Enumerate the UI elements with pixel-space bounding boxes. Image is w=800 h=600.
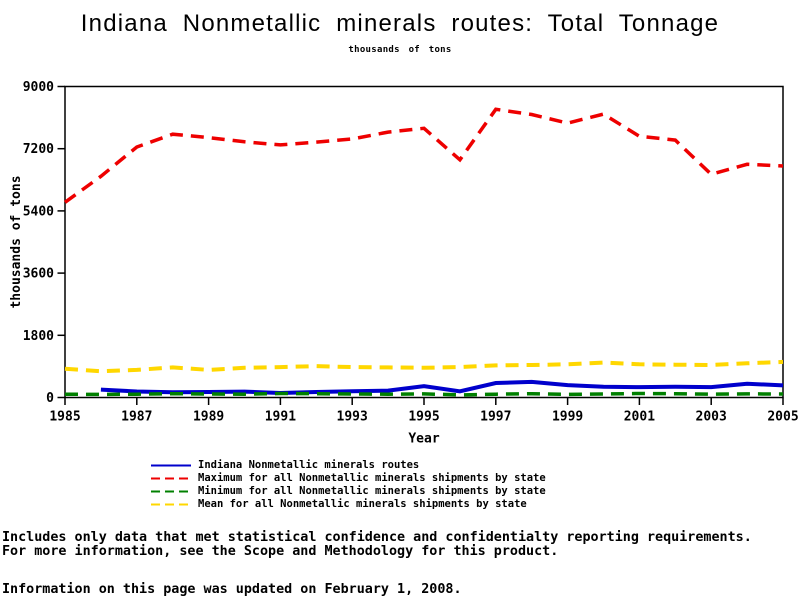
updated-note: Information on this page was updated on … <box>2 582 462 597</box>
legend-item-2: Minimum for all Nonmetallic minerals shi… <box>150 485 546 498</box>
x-tick-label: 1995 <box>408 410 439 425</box>
y-tick-label: 7200 <box>23 142 54 157</box>
chart-legend: Indiana Nonmetallic minerals routes Maxim… <box>150 459 546 511</box>
chart-plot-area: 0 1800 3600 5400 7200 9000 1985 1987 1989 1991 199… <box>9 80 799 447</box>
x-tick-label: 1999 <box>552 410 583 425</box>
legend-item-0: Indiana Nonmetallic minerals routes <box>150 459 546 472</box>
legend-line-sample <box>151 477 191 480</box>
x-tick-label: 2003 <box>696 410 727 425</box>
footnote-line-2: For more information, see the Scope and … <box>2 543 559 559</box>
series-line-1 <box>63 107 784 204</box>
x-tick-label: 1991 <box>265 410 296 425</box>
x-tick-label: 1985 <box>49 410 80 425</box>
legend-label: Indiana Nonmetallic minerals routes <box>198 459 420 471</box>
footnote-line-1: Includes only data that met statistical … <box>2 530 752 545</box>
chart-footnotes: Includes only data that met statistical … <box>2 531 752 558</box>
legend-item-3: Mean for all Nonmetallic minerals shipme… <box>150 498 546 511</box>
y-tick-label: 3600 <box>23 267 54 282</box>
chart-subtitle: thousands of tons <box>348 45 452 55</box>
x-tick-label: 2001 <box>624 410 655 425</box>
x-tick-label: 1993 <box>337 410 368 425</box>
y-axis-title: thousands of tons <box>9 175 24 308</box>
legend-label: Maximum for all Nonmetallic minerals shi… <box>198 472 546 484</box>
x-tick-label: 1987 <box>121 410 152 425</box>
legend-item-1: Maximum for all Nonmetallic minerals shi… <box>150 472 546 485</box>
legend-line-sample <box>151 503 191 506</box>
series-line-3 <box>64 359 784 374</box>
x-tick-label: 2005 <box>767 410 798 425</box>
legend-line-sample <box>151 490 191 493</box>
chart-title: Indiana Nonmetallic minerals routes: Tot… <box>80 10 720 37</box>
y-tick-label: 5400 <box>23 204 54 219</box>
legend-label: Minimum for all Nonmetallic minerals shi… <box>198 485 546 497</box>
x-axis-title: Year <box>408 432 439 447</box>
y-tick-label: 9000 <box>23 80 54 95</box>
x-tick-label: 1997 <box>480 410 511 425</box>
legend-label: Mean for all Nonmetallic minerals shipme… <box>198 498 527 510</box>
y-tick-label: 1800 <box>23 329 54 344</box>
x-tick-label: 1989 <box>193 410 224 425</box>
series-line-0 <box>100 379 784 396</box>
series-line-2 <box>64 391 784 397</box>
legend-line-sample <box>151 464 191 467</box>
y-tick-label: 0 <box>46 391 54 406</box>
